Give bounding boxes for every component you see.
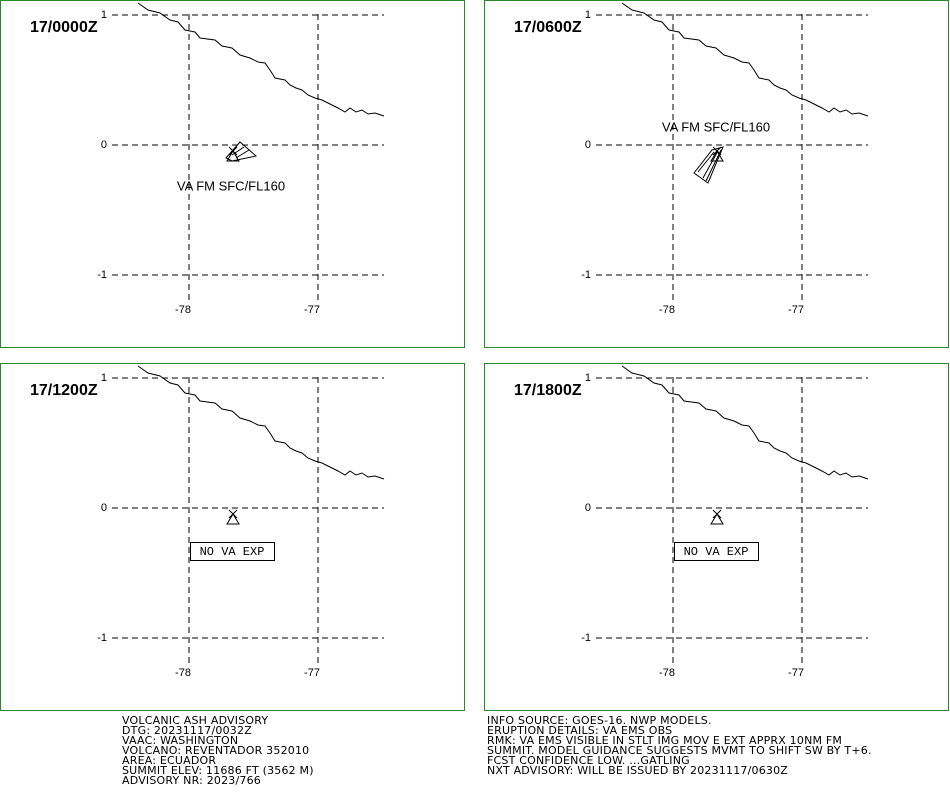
lat-label: 0 — [101, 502, 107, 514]
lat-label: 1 — [585, 9, 591, 21]
lon-label: -78 — [659, 304, 675, 316]
advisory-line: VOLCANIC ASH ADVISORY — [122, 714, 269, 727]
lat-label: 1 — [585, 372, 591, 384]
valid-time: 17/0600Z — [514, 19, 582, 36]
lon-label: -78 — [659, 667, 675, 679]
volcano-symbol — [710, 513, 724, 525]
advisory-line: FCST CONFIDENCE LOW. ...GATLING — [487, 754, 690, 767]
lat-label: 0 — [585, 139, 591, 151]
valid-time: 17/1800Z — [514, 382, 582, 399]
panel-border — [0, 363, 465, 711]
label-box — [674, 542, 759, 561]
lon-label: -78 — [175, 667, 191, 679]
advisory-line: DTG: 20231117/0032Z — [122, 724, 252, 737]
valid-time: 17/0000Z — [30, 19, 98, 36]
volcano-mark — [228, 509, 238, 519]
panel-border — [484, 0, 949, 348]
advisory-line: VAAC: WASHINGTON — [122, 734, 239, 747]
panel-border — [484, 363, 949, 711]
lat-label: 1 — [101, 372, 107, 384]
coastline — [621, 2, 869, 117]
lon-label: -77 — [304, 304, 320, 316]
lat-label: -1 — [581, 632, 591, 644]
advisory-line: VOLCANO: REVENTADOR 352010 — [122, 744, 310, 757]
advisory-line: ERUPTION DETAILS: VA EMS OBS — [487, 724, 673, 737]
lon-label: -77 — [304, 667, 320, 679]
map-panel: 1 0 -1 -78 -77 17/1200Z NO VA EXP — [0, 363, 465, 711]
advisory-line: ADVISORY NR: 2023/766 — [122, 774, 261, 787]
lat-label: -1 — [581, 269, 591, 281]
lat-label: 1 — [101, 9, 107, 21]
map-panel: 1 0 -1 -78 -77 17/0600Z VA FM SFC/FL160 — [484, 0, 949, 348]
panel-border — [0, 0, 465, 348]
advisory-right: INFO SOURCE: GOES-16. NWP MODELS. ERUPTIO… — [487, 714, 872, 777]
valid-time: 17/1200Z — [30, 382, 98, 399]
lat-label: 0 — [585, 502, 591, 514]
coastline — [621, 365, 869, 480]
coastline — [137, 365, 385, 480]
map-panel: 1 0 -1 -78 -77 17/0000Z VA FM SFC/FL160 — [0, 0, 465, 348]
lat-label: 0 — [101, 139, 107, 151]
advisory-line: AREA: ECUADOR — [122, 754, 217, 767]
lat-label: -1 — [97, 632, 107, 644]
advisory-line: NXT ADVISORY: WILL BE ISSUED BY 20231117… — [487, 764, 789, 777]
map-panel: 1 0 -1 -78 -77 17/1800Z NO VA EXP — [484, 363, 949, 711]
ash-hatch — [231, 146, 250, 159]
label-box — [190, 542, 275, 561]
ash-label: NO VA EXP — [684, 545, 749, 559]
ash-area — [225, 141, 258, 162]
advisory-left: VOLCANIC ASH ADVISORY DTG: 20231117/0032Z… — [122, 714, 314, 787]
ash-area — [693, 146, 724, 184]
ash-hatch — [697, 149, 722, 182]
lon-label: -77 — [788, 667, 804, 679]
advisory-line: INFO SOURCE: GOES-16. NWP MODELS. — [487, 714, 712, 727]
volcano-mark — [712, 509, 722, 519]
advisory-line: SUMMIT ELEV: 11686 FT (3562 M) — [122, 764, 314, 777]
map-panels: 1 0 -1 -78 -77 17/0000Z VA FM SFC/FL160 1 0 -1 -78… — [0, 0, 949, 711]
ash-label: VA FM SFC/FL160 — [177, 178, 285, 193]
advisory-line: RMK: VA EMS VISIBLE IN STLT IMG MOV E EX… — [487, 734, 843, 747]
lon-label: -77 — [788, 304, 804, 316]
lon-label: -78 — [175, 304, 191, 316]
volcano-symbol — [226, 513, 240, 525]
lat-label: -1 — [97, 269, 107, 281]
ash-label: VA FM SFC/FL160 — [662, 119, 770, 134]
ash-label: NO VA EXP — [200, 545, 265, 559]
coastline — [137, 2, 385, 117]
advisory-line: SUMMIT. MODEL GUIDANCE SUGGESTS MVMT TO … — [487, 744, 872, 757]
